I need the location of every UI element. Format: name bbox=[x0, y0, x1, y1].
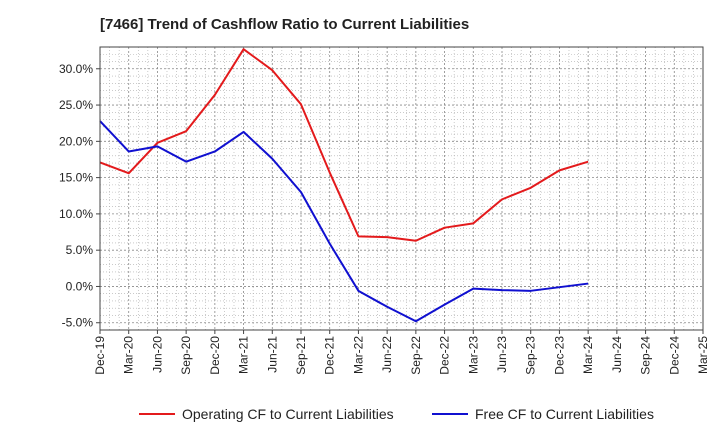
x-tick-label: Mar-25 bbox=[696, 336, 710, 374]
x-tick-label: Sep-21 bbox=[294, 336, 308, 375]
y-tick-label: 30.0% bbox=[59, 62, 93, 76]
legend-label: Operating CF to Current Liabilities bbox=[182, 406, 394, 422]
y-tick-label: 25.0% bbox=[59, 98, 93, 112]
x-tick-label: Dec-23 bbox=[552, 336, 566, 375]
y-tick-label: 0.0% bbox=[66, 279, 94, 293]
x-tick-label: Mar-21 bbox=[237, 336, 251, 374]
x-tick-label: Jun-20 bbox=[150, 336, 164, 373]
grid-lines bbox=[100, 46, 703, 331]
y-tick-label: 10.0% bbox=[59, 207, 93, 221]
chart-title: [7466] Trend of Cashflow Ratio to Curren… bbox=[100, 16, 469, 33]
x-tick-label: Sep-22 bbox=[409, 336, 423, 375]
x-tick-label: Dec-19 bbox=[93, 336, 107, 375]
x-tick-label: Sep-20 bbox=[179, 336, 193, 375]
x-tick-label: Dec-21 bbox=[323, 336, 337, 375]
y-tick-label: -5.0% bbox=[62, 316, 94, 330]
x-tick-label: Dec-20 bbox=[208, 336, 222, 375]
y-tick-label: 15.0% bbox=[59, 171, 93, 185]
x-tick-label: Mar-24 bbox=[581, 336, 595, 374]
legend: Operating CF to Current Liabilities Free … bbox=[139, 406, 654, 422]
legend-label: Free CF to Current Liabilities bbox=[475, 406, 654, 422]
x-tick-label: Mar-20 bbox=[122, 336, 136, 374]
x-tick-label: Mar-22 bbox=[351, 336, 365, 374]
x-tick-label: Jun-21 bbox=[265, 336, 279, 373]
x-axis: Dec-19 Mar-20 Jun-20 Sep-20 Dec-20 Mar-21 Jun-… bbox=[93, 330, 710, 375]
series-layer bbox=[99, 48, 589, 323]
x-tick-label: Jun-24 bbox=[610, 336, 624, 373]
plot-frame bbox=[99, 46, 704, 331]
y-tick-label: 20.0% bbox=[59, 134, 93, 148]
x-tick-label: Jun-22 bbox=[380, 336, 394, 373]
x-tick-label: Jun-23 bbox=[495, 336, 509, 373]
y-tick-label: 5.0% bbox=[66, 243, 94, 257]
y-axis: -5.0% 0.0% 5.0% 10.0% 15.0% 20.0% 25.0% 30.0% bbox=[59, 62, 100, 330]
x-tick-label: Dec-24 bbox=[667, 336, 681, 375]
series-line-free-cf bbox=[99, 120, 589, 323]
x-tick-label: Sep-24 bbox=[639, 336, 653, 375]
x-tick-label: Sep-23 bbox=[524, 336, 538, 375]
x-tick-label: Mar-23 bbox=[466, 336, 480, 374]
x-tick-label: Dec-22 bbox=[438, 336, 452, 375]
plot-area bbox=[100, 47, 703, 330]
series-line-operating-cf bbox=[99, 48, 589, 242]
